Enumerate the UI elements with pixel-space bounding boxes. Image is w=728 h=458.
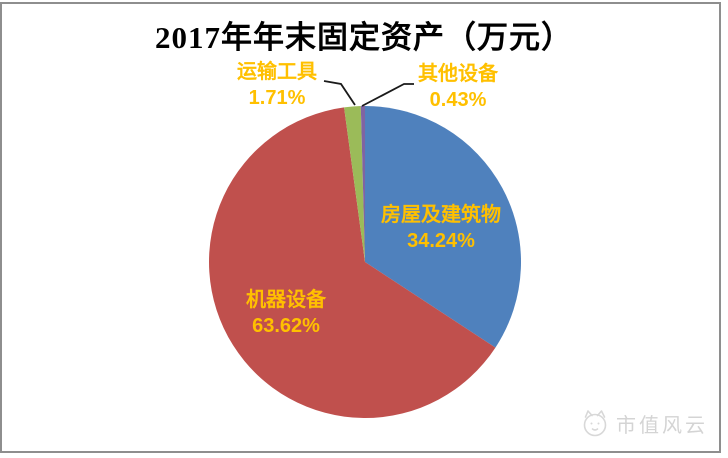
pie-slice-3 <box>344 106 365 262</box>
slice-label-other-equipment-value: 0.43% <box>429 89 487 111</box>
slice-label-transport-value: 1.71% <box>248 87 306 109</box>
leader-line-other-equipment <box>361 83 414 107</box>
watermark: 市值风云 <box>581 408 708 438</box>
slice-label-machinery-name: 机器设备 <box>246 289 326 311</box>
slice-label-other-equipment: 其他设备 0.43% <box>418 61 498 113</box>
slice-label-machinery-value: 63.62% <box>252 315 320 337</box>
watermark-text: 市值风云 <box>616 414 708 437</box>
slice-label-buildings: 房屋及建筑物 34.24% <box>381 202 501 254</box>
slice-label-transport-name: 运输工具 <box>237 61 317 83</box>
slice-label-machinery: 机器设备 63.62% <box>246 287 326 339</box>
chart-title: 2017年年末固定资产（万元） <box>155 20 573 55</box>
pie-slice-2 <box>209 107 496 419</box>
slice-label-transport: 运输工具 1.71% <box>237 59 317 111</box>
pie-slices <box>209 106 522 419</box>
pie-slice-4 <box>360 106 365 262</box>
slice-label-buildings-value: 34.24% <box>407 230 475 252</box>
mascot-logo-icon <box>583 410 607 437</box>
leader-line-transport <box>323 80 356 106</box>
pie-slice-1 <box>365 106 522 348</box>
slice-label-buildings-name: 房屋及建筑物 <box>381 204 501 226</box>
slice-label-other-equipment-name: 其他设备 <box>418 63 498 85</box>
